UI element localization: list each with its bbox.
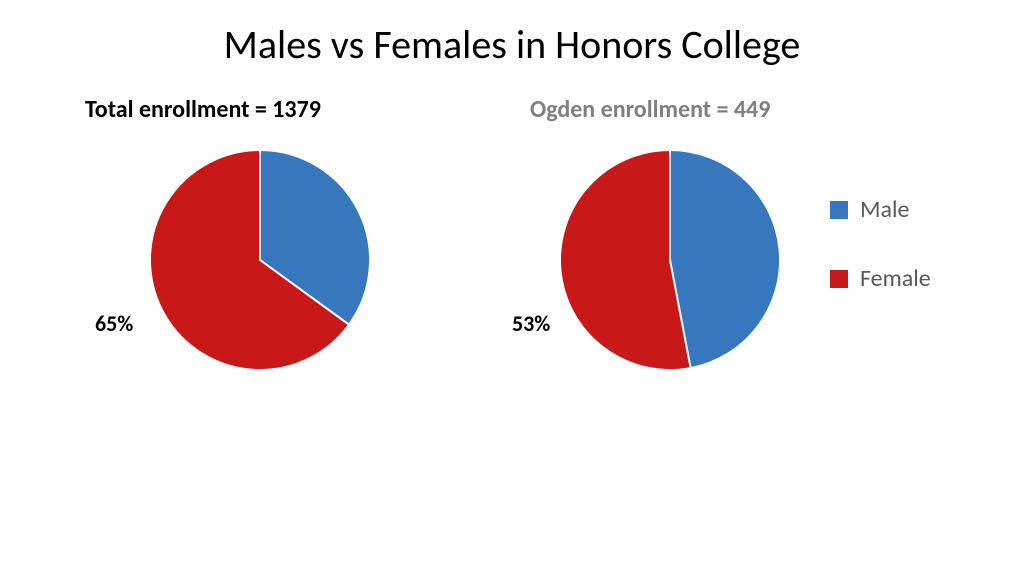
right-pie-svg	[560, 150, 780, 370]
legend-label-male: Male	[860, 195, 909, 224]
right-pie-chart	[560, 150, 780, 370]
legend-item-male: Male	[830, 195, 931, 224]
left-pie-callout-label: 65%	[95, 310, 133, 337]
slide-stage: Males vs Females in Honors College Total…	[0, 0, 1024, 576]
legend-swatch-male	[830, 201, 848, 219]
page-title: Males vs Females in Honors College	[0, 20, 1024, 69]
left-chart-subtitle: Total enrollment = 1379	[85, 95, 321, 124]
right-pie-callout-label: 53%	[512, 310, 550, 337]
legend-swatch-female	[830, 270, 848, 288]
legend-item-female: Female	[830, 264, 931, 293]
pie-slice-male	[670, 150, 780, 368]
left-pie-svg	[150, 150, 370, 370]
legend: Male Female	[830, 195, 931, 333]
left-pie-chart	[150, 150, 370, 370]
right-chart-subtitle: Ogden enrollment = 449	[530, 95, 770, 124]
legend-label-female: Female	[860, 264, 931, 293]
